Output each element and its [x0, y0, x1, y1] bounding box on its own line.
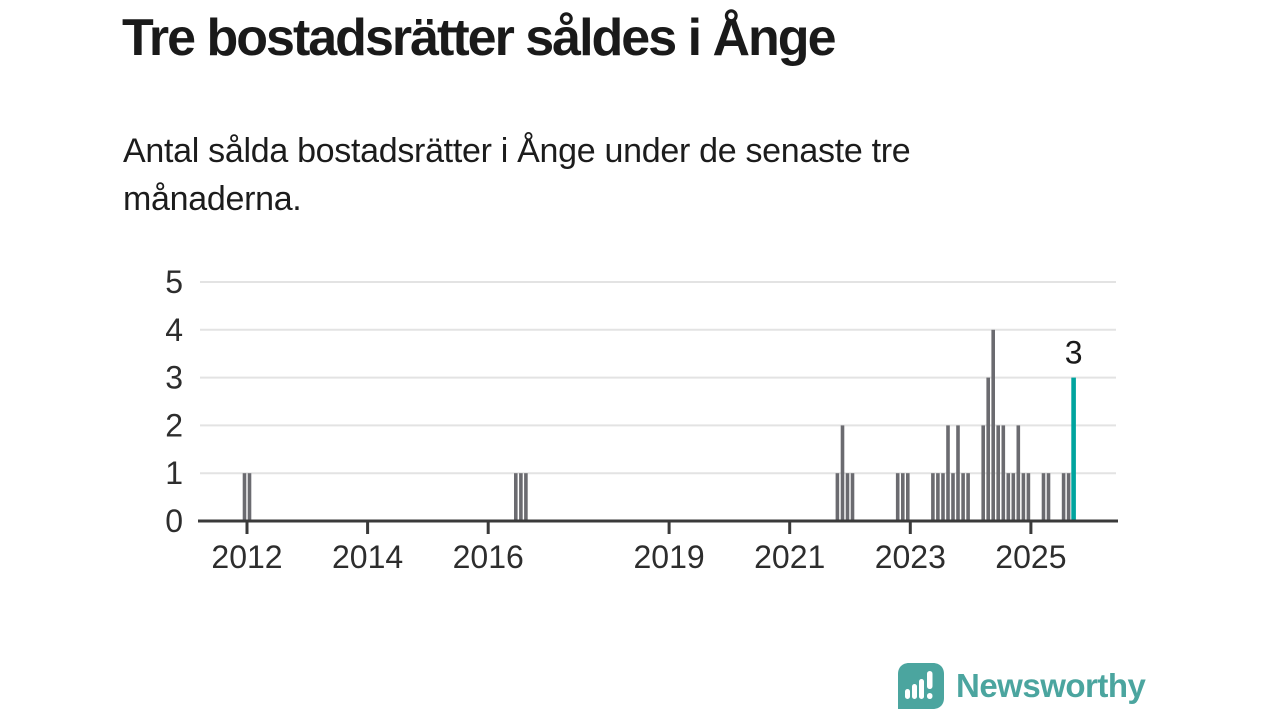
- bar: [514, 473, 518, 521]
- bar: [1046, 473, 1051, 521]
- bar: [835, 473, 840, 521]
- bar: [1006, 473, 1011, 521]
- bar: [936, 473, 940, 521]
- y-tick-label: 0: [165, 503, 183, 539]
- bar: [1021, 473, 1026, 521]
- bar: [1016, 425, 1021, 521]
- y-tick-label: 1: [165, 455, 183, 491]
- x-tick-label: 2016: [453, 539, 524, 575]
- bar: [1001, 425, 1006, 521]
- bar: [961, 473, 965, 521]
- bar: [1066, 473, 1071, 521]
- bar: [1011, 473, 1016, 521]
- bar: [901, 473, 905, 521]
- highlight-bar: [1071, 377, 1076, 521]
- newsworthy-logo: Newsworthy: [897, 662, 1146, 710]
- bar: [1041, 473, 1046, 521]
- logo-bar-large: [919, 679, 924, 699]
- bar: [981, 425, 985, 521]
- chart-bars: [242, 329, 1076, 521]
- bar: [895, 473, 900, 521]
- newsworthy-logo-icon: [898, 663, 944, 709]
- x-tick-label: 2014: [332, 539, 403, 575]
- y-tick-label: 5: [165, 264, 183, 300]
- bar: [941, 473, 945, 521]
- chart-gridlines: [200, 281, 1116, 475]
- bar: [996, 425, 1000, 521]
- x-tick-label: 2012: [211, 539, 282, 575]
- bar: [906, 473, 910, 521]
- x-tick-label: 2019: [634, 539, 705, 575]
- bar: [1061, 473, 1066, 521]
- bar: [986, 377, 990, 521]
- chart-axes: [198, 519, 1118, 534]
- chart-labels: 0 1 2 3 4 5 3 2012 2014 2016 2019 2021 2023 2025: [165, 264, 1082, 575]
- bar: [242, 473, 247, 521]
- bar: [946, 425, 950, 521]
- bar: [951, 473, 955, 521]
- bar: [524, 473, 528, 521]
- x-tick-label: 2025: [995, 539, 1066, 575]
- logo-bar-medium: [912, 684, 917, 699]
- y-tick-label: 3: [165, 360, 183, 396]
- bar: [247, 473, 252, 521]
- chart-canvas: 0 1 2 3 4 5 3 2012 2014 2016 2019 2021 2023 2025: [165, 264, 1118, 575]
- x-tick-label: 2023: [875, 539, 946, 575]
- bar: [991, 329, 995, 521]
- logo-bar-small: [905, 689, 910, 699]
- logo-exclamation-bar: [927, 671, 933, 689]
- bar: [966, 473, 970, 521]
- bar: [845, 473, 850, 521]
- bar: [931, 473, 935, 521]
- newsworthy-logo-text: Newsworthy: [956, 667, 1146, 704]
- logo-exclamation-dot: [927, 693, 933, 699]
- bar: [519, 473, 523, 521]
- y-tick-label: 4: [165, 312, 183, 348]
- chart-subtitle: Antal sålda bostadsrätter i Ånge under d…: [123, 132, 911, 218]
- bar: [956, 425, 960, 521]
- bar: [840, 425, 845, 521]
- x-tick-label: 2021: [754, 539, 825, 575]
- y-tick-label: 2: [165, 407, 183, 443]
- highlight-value-label: 3: [1065, 335, 1083, 371]
- bar: [850, 473, 855, 521]
- chart-title: Tre bostadsrätter såldes i Ånge: [122, 9, 836, 67]
- bar: [1026, 473, 1031, 521]
